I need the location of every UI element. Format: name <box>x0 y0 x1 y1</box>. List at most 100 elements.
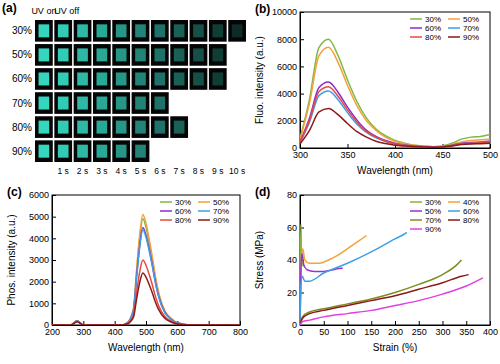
photo-tile <box>93 20 111 42</box>
photo-tile <box>209 20 227 42</box>
series-line <box>52 273 240 325</box>
row-label: 30% <box>12 25 32 36</box>
legend-swatch <box>448 219 460 221</box>
glow-square <box>116 72 127 85</box>
legend-swatch <box>198 210 210 212</box>
y-axis-title: Stress (MPa) <box>254 231 265 289</box>
series-line <box>52 230 240 325</box>
legend-swatch <box>198 201 210 203</box>
x-tick: 150 <box>364 321 379 337</box>
glow-square <box>58 121 69 134</box>
x-tick-label: 500 <box>483 150 498 160</box>
photo-tile <box>74 68 92 90</box>
row-label: 80% <box>12 122 32 133</box>
glow-square <box>97 48 108 61</box>
series-line <box>300 275 469 325</box>
y-tick: 2000 <box>277 116 304 126</box>
photo-tile <box>35 92 53 114</box>
x-tick-label: 200 <box>388 327 403 337</box>
plot-area <box>52 215 240 326</box>
x-tick: 500 <box>483 144 498 160</box>
y-tick-label: 6000 <box>277 62 297 72</box>
y-tick: 4000 <box>29 234 56 244</box>
y-tick: 8000 <box>277 35 304 45</box>
y-tick-label: 60 <box>287 223 297 233</box>
panel-label: (c) <box>7 185 22 199</box>
y-tick-label: 8000 <box>277 35 297 45</box>
photo-tile <box>93 140 111 162</box>
photo-tile <box>74 92 92 114</box>
x-axis-title: Wavelength (nm) <box>357 165 433 176</box>
x-tick-mark <box>348 144 349 148</box>
panel-1: 3003504004505000200040006000800010000Wav… <box>254 2 498 176</box>
glow-square <box>116 48 127 61</box>
legend: 30%50%60%70%80%90% <box>160 198 229 225</box>
legend-label: 50% <box>463 15 479 24</box>
y-tick-label: 4000 <box>29 234 49 244</box>
panel-label: (a) <box>2 1 17 15</box>
legend-label: 30% <box>425 15 441 24</box>
plot-frame <box>52 195 240 325</box>
y-tick-mark <box>300 325 304 326</box>
glow-square <box>77 48 88 61</box>
panel-label: (b) <box>255 2 270 16</box>
photo-tile <box>151 92 169 114</box>
time-label: 4 s <box>116 166 127 176</box>
x-tick-mark <box>419 321 420 325</box>
legend-swatch <box>448 27 460 29</box>
photo-tile <box>132 92 150 114</box>
photo-tile <box>132 68 150 90</box>
photo-tile <box>74 140 92 162</box>
glow-square <box>58 24 69 37</box>
legend-swatch <box>410 219 422 221</box>
legend-label: 70% <box>213 207 229 216</box>
photo-tile <box>190 20 208 42</box>
glow-square <box>193 72 204 85</box>
glow-square <box>116 24 127 37</box>
x-tick: 50 <box>319 321 329 337</box>
photo-tile <box>112 140 130 162</box>
glow-square <box>39 121 50 134</box>
x-tick-label: 350 <box>340 150 355 160</box>
glow-square <box>154 97 165 110</box>
x-tick: 200 <box>388 321 403 337</box>
x-tick-label: 500 <box>139 327 154 337</box>
photo-tile <box>35 116 53 138</box>
y-tick-label: 0 <box>292 143 297 153</box>
panel-3: 050100150200250300350400020406080Strain … <box>254 185 498 353</box>
photo-tile <box>190 68 208 90</box>
legend-swatch <box>198 219 210 221</box>
legend-swatch <box>448 210 460 212</box>
x-tick-mark <box>490 321 491 325</box>
x-tick-mark <box>490 144 491 148</box>
x-tick-mark <box>348 321 349 325</box>
x-tick-label: 250 <box>412 327 427 337</box>
glow-square <box>193 48 204 61</box>
header-label: UV off <box>54 6 79 16</box>
x-tick: 400 <box>108 321 123 337</box>
y-tick: 0 <box>292 143 304 153</box>
glow-square <box>135 24 146 37</box>
glow-square <box>154 48 165 61</box>
x-tick: 300 <box>76 321 91 337</box>
glow-square <box>135 48 146 61</box>
glow-square <box>77 97 88 110</box>
glow-square <box>154 121 165 134</box>
row-label: 90% <box>12 146 32 157</box>
photo-tile <box>190 44 208 66</box>
photo-tile <box>112 20 130 42</box>
legend-swatch <box>448 201 460 203</box>
legend-swatch <box>448 36 460 38</box>
time-label: 7 s <box>173 166 184 176</box>
x-tick-label: 150 <box>364 327 379 337</box>
legend-label: 60% <box>175 207 191 216</box>
photo-tile <box>132 140 150 162</box>
glow-square <box>116 145 127 158</box>
y-tick-label: 10000 <box>272 7 297 17</box>
x-tick-label: 600 <box>170 327 185 337</box>
photo-tile <box>74 116 92 138</box>
y-tick-mark <box>52 303 56 304</box>
photo-tile <box>93 68 111 90</box>
x-tick-label: 700 <box>202 327 217 337</box>
y-tick-mark <box>52 260 56 261</box>
